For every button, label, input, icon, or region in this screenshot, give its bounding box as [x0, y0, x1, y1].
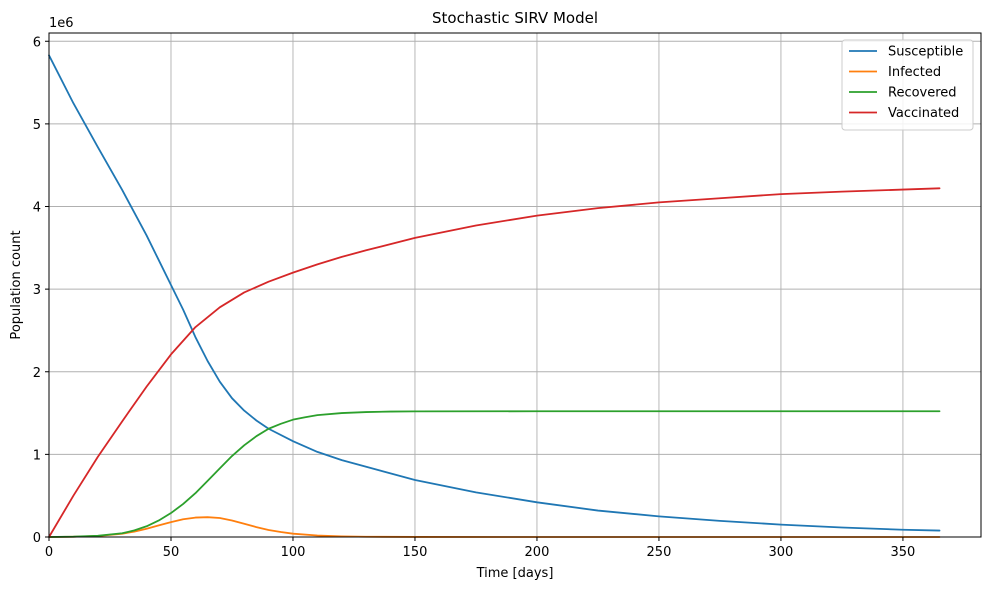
- x-tick-label: 200: [525, 545, 550, 560]
- y-axis-label: Population count: [9, 230, 24, 339]
- legend-label-susceptible: Susceptible: [888, 45, 963, 60]
- legend: Susceptible Infected Recovered Vaccinated: [841, 39, 974, 131]
- series-line-recovered: [48, 410, 941, 538]
- y-tick-label: 2: [33, 366, 41, 381]
- x-axis-label: Time [days]: [476, 566, 554, 581]
- x-tick-label: 150: [403, 545, 428, 560]
- y-tick-label: 1: [33, 448, 41, 463]
- y-tick-label: 3: [33, 283, 41, 298]
- x-tick-label: 300: [769, 545, 794, 560]
- x-tick-label: 0: [45, 545, 53, 560]
- legend-label-recovered: Recovered: [888, 86, 957, 101]
- x-tick-label: 50: [163, 545, 180, 560]
- y-tick-label: 0: [33, 531, 41, 546]
- legend-label-infected: Infected: [888, 65, 941, 80]
- legend-label-vaccinated: Vaccinated: [888, 106, 959, 121]
- grid: [48, 33, 981, 538]
- chart-title: Stochastic SIRV Model: [432, 9, 598, 27]
- y-tick-label: 6: [33, 35, 41, 50]
- legend-box: [841, 39, 974, 131]
- axes-frame: [48, 32, 982, 538]
- ticks: 0 50 100 150 200 250 300 350 0 1 2 3 4 5 6: [33, 35, 916, 560]
- y-axis-offset-text: 1e6: [49, 16, 74, 31]
- series-line-vaccinated: [48, 187, 941, 538]
- x-tick-label: 100: [281, 545, 306, 560]
- y-tick-label: 5: [33, 118, 41, 133]
- y-tick-label: 4: [33, 201, 41, 216]
- x-tick-label: 250: [647, 545, 672, 560]
- x-tick-label: 350: [891, 545, 916, 560]
